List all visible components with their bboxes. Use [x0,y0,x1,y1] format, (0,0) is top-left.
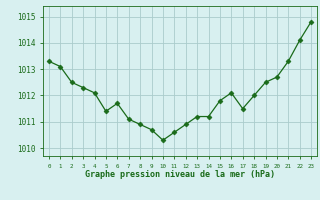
X-axis label: Graphe pression niveau de la mer (hPa): Graphe pression niveau de la mer (hPa) [85,170,275,179]
